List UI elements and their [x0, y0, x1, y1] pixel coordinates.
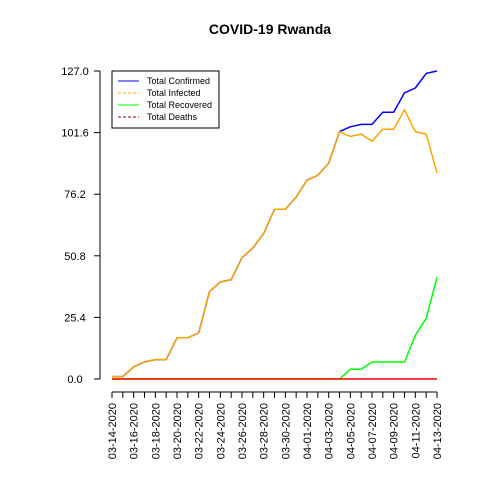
x-tick-label: 04-09-2020 — [389, 403, 401, 459]
x-tick-label: 03-16-2020 — [129, 403, 141, 459]
y-tick-label: 76.2 — [64, 189, 85, 201]
y-tick-label: 101.6 — [61, 128, 89, 140]
chart-title: COVID-19 Rwanda — [209, 21, 331, 37]
x-tick-label: 03-28-2020 — [259, 403, 271, 459]
y-axis: 0.0 25.4 50.8 76.2 101.6 127.0 — [61, 66, 101, 386]
x-tick-label: 04-11-2020 — [410, 403, 422, 458]
x-tick-label: 03-30-2020 — [280, 403, 292, 459]
x-tick-label: 04-03-2020 — [324, 403, 336, 459]
y-tick-label: 25.4 — [64, 312, 85, 324]
series-line-total-recovered — [112, 276, 438, 380]
x-tick-label: 04-05-2020 — [345, 403, 357, 459]
y-tick-label: 0.0 — [67, 374, 82, 386]
x-tick-label: 03-24-2020 — [215, 403, 227, 459]
x-tick-label: 04-07-2020 — [367, 403, 379, 459]
x-tick-label: 03-18-2020 — [150, 403, 162, 459]
x-tick-label: 03-20-2020 — [172, 403, 184, 459]
x-tick-label: 03-14-2020 — [107, 403, 119, 459]
legend: Total Confirmed Total Infected Total Recov… — [111, 70, 220, 129]
x-tick-label: 03-26-2020 — [237, 403, 249, 459]
series-lines — [111, 70, 438, 380]
x-tick-label: 04-01-2020 — [302, 403, 314, 459]
series-line-total-infected — [112, 108, 438, 378]
legend-label: Total Confirmed — [147, 76, 210, 86]
x-axis: 03-14-2020 03-16-2020 03-18-2020 03-20-2020… — [107, 391, 444, 459]
y-tick-label: 127.0 — [61, 66, 89, 78]
y-tick-label: 50.8 — [64, 251, 85, 263]
x-tick-label: 03-22-2020 — [194, 403, 206, 459]
legend-label: Total Infected — [147, 88, 201, 98]
x-tick-label: 04-13-2020 — [432, 403, 444, 459]
legend-label: Total Deaths — [147, 112, 198, 122]
legend-label: Total Recovered — [147, 100, 212, 110]
